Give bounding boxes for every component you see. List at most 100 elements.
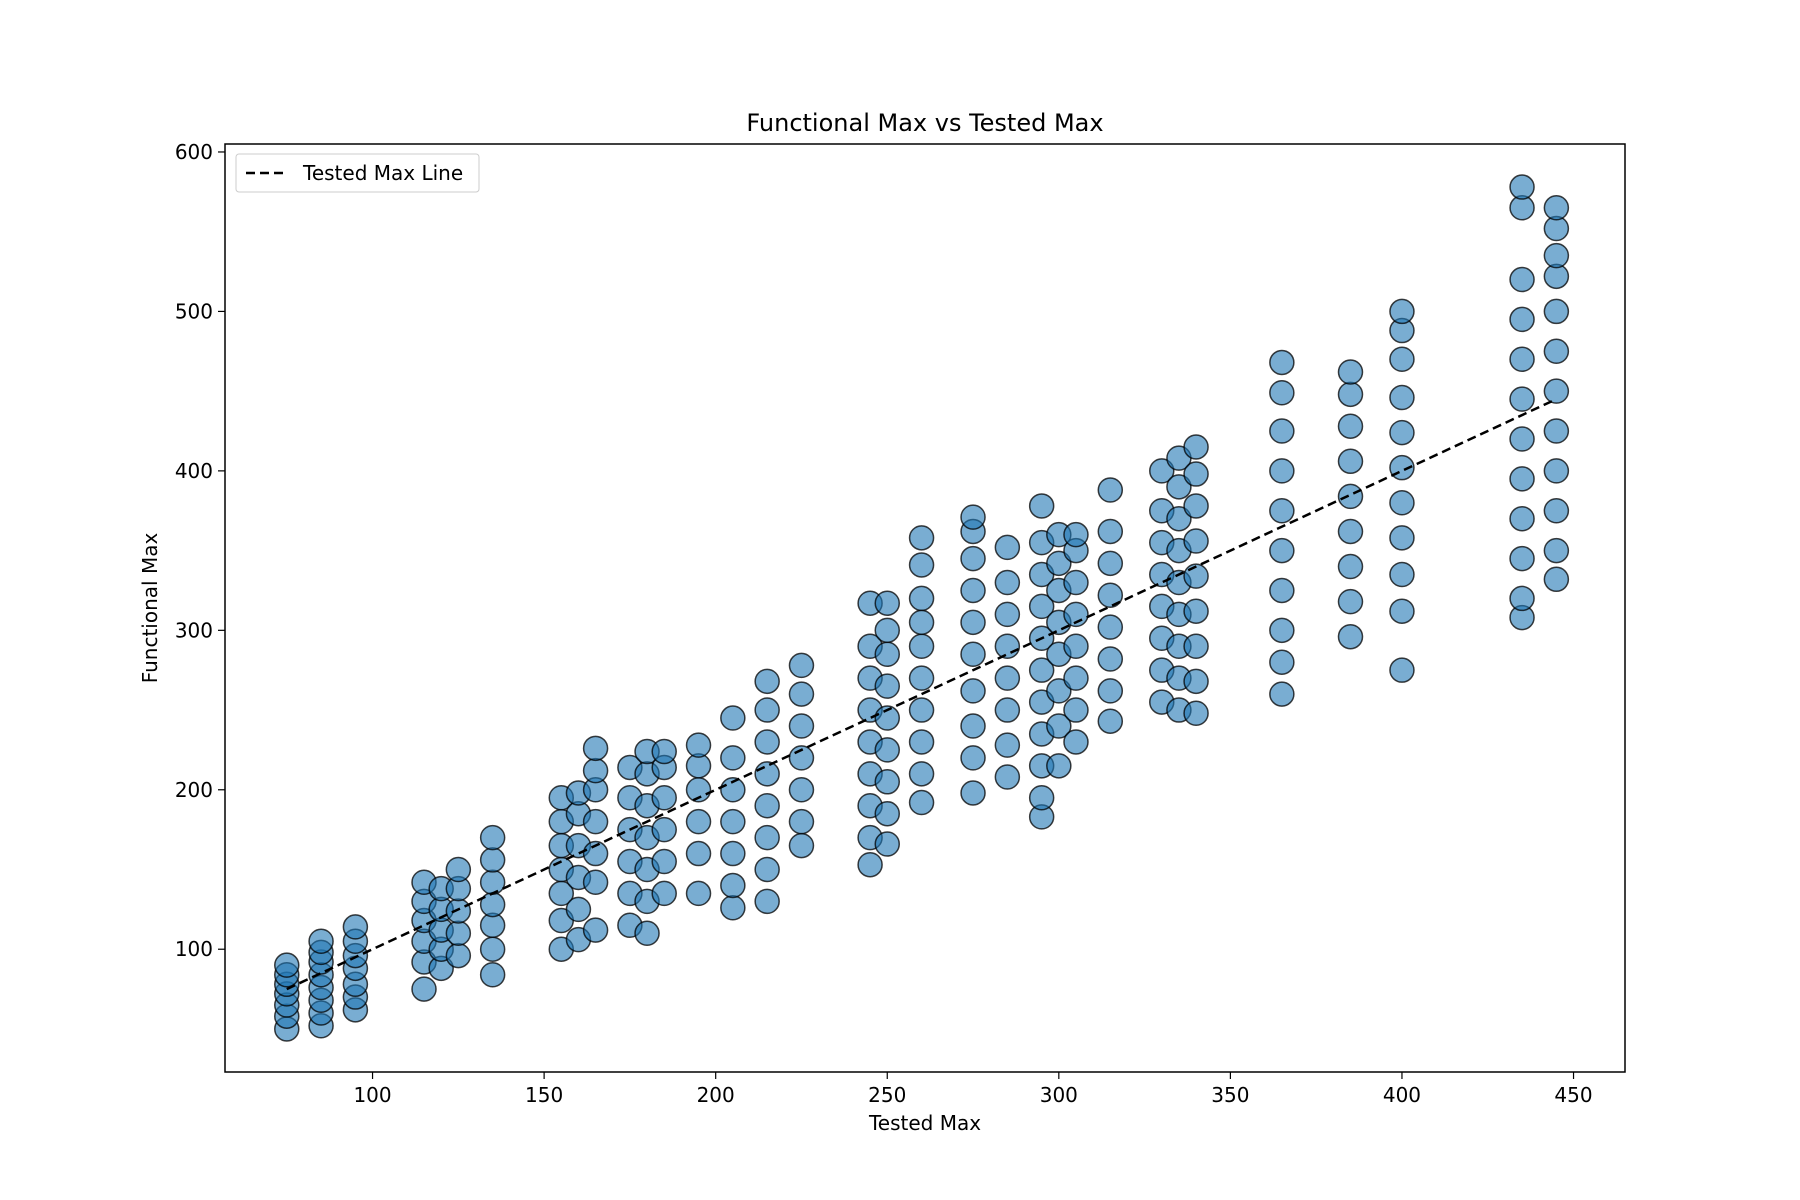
scatter-point bbox=[582, 869, 609, 896]
scatter-point bbox=[1046, 753, 1072, 779]
scatter-point bbox=[994, 732, 1021, 758]
scatter-point bbox=[874, 705, 901, 731]
line-layer bbox=[286, 397, 1557, 991]
scatter-point bbox=[994, 633, 1021, 660]
scatter-point bbox=[754, 856, 780, 883]
scatter-point bbox=[908, 697, 935, 723]
scatter-point bbox=[685, 808, 712, 835]
scatter-point bbox=[1337, 359, 1364, 385]
scatter-point bbox=[582, 735, 609, 762]
scatter-point bbox=[565, 896, 592, 923]
scatter-point bbox=[754, 888, 780, 915]
scatter-point bbox=[1269, 497, 1295, 524]
scatter-point bbox=[342, 914, 369, 940]
scatter-point bbox=[1046, 713, 1072, 739]
x-tick-label: 300 bbox=[1040, 1083, 1078, 1107]
scatter-point bbox=[1543, 537, 1570, 564]
scatter-point bbox=[754, 668, 780, 695]
scatter-point bbox=[720, 808, 746, 835]
scatter-point bbox=[1509, 266, 1535, 293]
tested-max-line bbox=[286, 397, 1557, 991]
scatter-point bbox=[685, 732, 712, 758]
scatter-point bbox=[788, 808, 815, 835]
scatter-point bbox=[960, 678, 986, 704]
scatter-point bbox=[788, 681, 815, 707]
scatter-point bbox=[1543, 338, 1570, 365]
x-tick-label: 450 bbox=[1554, 1083, 1592, 1107]
y-tick-label: 600 bbox=[175, 140, 213, 164]
scatter-point bbox=[1183, 434, 1209, 460]
x-tick-label: 250 bbox=[868, 1083, 906, 1107]
scatter-point bbox=[960, 745, 986, 771]
scatter-point bbox=[788, 652, 815, 679]
x-tick-label: 200 bbox=[697, 1083, 735, 1107]
scatter-point bbox=[874, 590, 901, 616]
y-tick-label: 300 bbox=[175, 618, 213, 642]
scatter-point bbox=[960, 609, 986, 636]
scatter-point bbox=[754, 761, 780, 787]
scatter-point bbox=[1097, 582, 1124, 608]
scatter-point bbox=[1269, 681, 1295, 707]
scatter-point bbox=[1269, 379, 1295, 406]
scatter-point bbox=[1509, 545, 1535, 572]
scatter-point bbox=[874, 769, 901, 795]
scatter-point bbox=[908, 525, 935, 551]
scatter-point bbox=[720, 872, 746, 899]
y-axis-label: Functional Max bbox=[138, 533, 162, 684]
scatter-point bbox=[874, 617, 901, 644]
scatter-point bbox=[908, 633, 935, 660]
legend-label: Tested Max Line bbox=[302, 161, 463, 185]
scatter-point bbox=[308, 928, 334, 955]
y-tick-label: 500 bbox=[175, 299, 213, 323]
scatter-point bbox=[1046, 678, 1072, 704]
scatter-point bbox=[479, 961, 506, 988]
y-tick-label: 200 bbox=[175, 778, 213, 802]
scatter-point bbox=[754, 792, 780, 819]
scatter-point bbox=[908, 609, 935, 636]
scatter-point bbox=[1097, 477, 1124, 503]
scatter-point bbox=[685, 840, 712, 867]
scatter-point bbox=[1509, 466, 1535, 492]
scatter-point bbox=[1149, 458, 1175, 484]
scatter-point bbox=[1097, 678, 1124, 704]
scatter-point bbox=[1389, 657, 1415, 683]
scatter-point bbox=[1543, 378, 1570, 404]
scatter-point bbox=[874, 831, 901, 857]
scatter-point bbox=[1028, 593, 1055, 620]
scatter-point bbox=[1183, 528, 1209, 554]
scatter-point bbox=[908, 729, 935, 755]
scatter-point bbox=[1269, 349, 1295, 376]
scatter-point bbox=[1269, 418, 1295, 444]
y-tick-label: 400 bbox=[175, 459, 213, 483]
scatter-point bbox=[1389, 419, 1415, 446]
scatter-point bbox=[479, 824, 506, 851]
scatter-point bbox=[1063, 633, 1089, 660]
scatter-point bbox=[720, 705, 746, 731]
scatter-point bbox=[1389, 298, 1415, 325]
scatter-point bbox=[1389, 490, 1415, 516]
scatter-point bbox=[1509, 306, 1535, 333]
scatter-point bbox=[651, 816, 677, 843]
scatter-point bbox=[1166, 474, 1192, 500]
scatter-point bbox=[1166, 505, 1192, 532]
scatter-point bbox=[960, 545, 986, 572]
x-tick-label: 350 bbox=[1211, 1083, 1249, 1107]
scatter-point bbox=[1337, 553, 1364, 580]
scatter-point bbox=[908, 789, 935, 816]
scatter-point bbox=[1509, 386, 1535, 412]
scatter-point bbox=[960, 780, 986, 806]
scatter-point bbox=[1183, 598, 1209, 624]
scatter-point bbox=[754, 824, 780, 851]
scatter-point bbox=[788, 713, 815, 739]
scatter-point bbox=[479, 936, 506, 962]
points-layer bbox=[274, 174, 1570, 1042]
scatter-point bbox=[1183, 493, 1209, 519]
scatter-point bbox=[445, 856, 472, 883]
scatter-point bbox=[1063, 665, 1089, 691]
scatter-point bbox=[1183, 668, 1209, 695]
scatter-point bbox=[582, 840, 609, 867]
scatter-point bbox=[651, 848, 677, 875]
scatter-point bbox=[720, 777, 746, 803]
scatter-point bbox=[1063, 521, 1089, 548]
